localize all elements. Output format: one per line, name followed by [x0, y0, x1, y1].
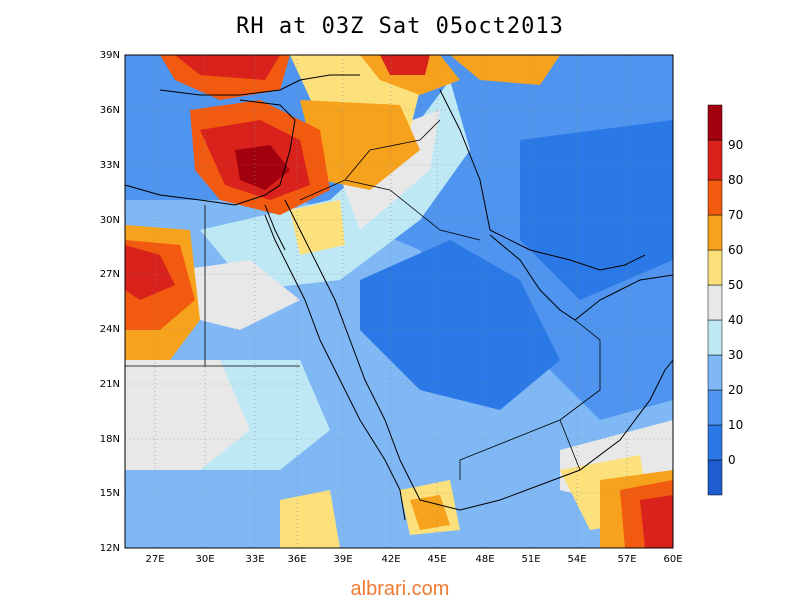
- colorbar-segment-top: [707, 104, 723, 141]
- colorbar-label-50: 50: [728, 278, 743, 292]
- colorbar-segment-90: [707, 139, 723, 181]
- lat-tick-39n: 39N: [100, 50, 120, 61]
- colorbar-segment-70: [707, 214, 723, 251]
- grid-lines: [125, 55, 673, 548]
- lat-tick-27n: 27N: [100, 269, 120, 280]
- lat-tick-33n: 33N: [100, 160, 120, 171]
- colorbar-segment-40: [707, 319, 723, 356]
- colorbar-label-80: 80: [728, 173, 743, 187]
- lat-tick-21n: 21N: [100, 379, 120, 390]
- colorbar-label-90: 90: [728, 138, 743, 152]
- lon-tick-36e: 36E: [287, 554, 306, 565]
- lon-tick-45e: 45E: [427, 554, 446, 565]
- lon-tick-51e: 51E: [521, 554, 540, 565]
- lon-labels: 27E 30E 33E 36E 39E 42E 45E 48E 51E 54E …: [145, 554, 682, 565]
- lon-tick-48e: 48E: [475, 554, 494, 565]
- lat-tick-18n: 18N: [100, 434, 120, 445]
- lon-tick-42e: 42E: [381, 554, 400, 565]
- colorbar-segment-0: [707, 459, 723, 496]
- lon-tick-60e: 60E: [663, 554, 682, 565]
- colorbar-segment-20: [707, 389, 723, 426]
- rh-field: [125, 55, 673, 548]
- colorbar-label-0: 0: [728, 453, 736, 467]
- coastlines: [125, 74, 673, 521]
- colorbar-label-40: 40: [728, 313, 743, 327]
- colorbar-label-10: 10: [728, 418, 743, 432]
- colorbar-segment-50: [707, 284, 723, 321]
- lon-tick-54e: 54E: [567, 554, 586, 565]
- lat-tick-30n: 30N: [100, 215, 120, 226]
- lon-tick-39e: 39E: [333, 554, 352, 565]
- lat-tick-12n: 12N: [100, 543, 120, 554]
- lon-tick-30e: 30E: [195, 554, 214, 565]
- colorbar-label-20: 20: [728, 383, 743, 397]
- map-frame: [124, 54, 674, 549]
- lon-tick-57e: 57E: [617, 554, 636, 565]
- lat-tick-36n: 36N: [100, 105, 120, 116]
- colorbar-label-60: 60: [728, 243, 743, 257]
- colorbar-label-70: 70: [728, 208, 743, 222]
- lon-tick-33e: 33E: [245, 554, 264, 565]
- colorbar: 0 10 20 30 40 50 60 70 80 90: [707, 104, 743, 496]
- colorbar-segment-30: [707, 354, 723, 391]
- colorbar-segment-10: [707, 424, 723, 461]
- map-title: RH at 03Z Sat 05oct2013: [236, 14, 564, 39]
- lat-tick-24n: 24N: [100, 324, 120, 335]
- lat-labels: 39N 36N 33N 30N 27N 24N 21N 18N 15N 12N: [100, 50, 120, 554]
- site-watermark: albrari.com: [350, 578, 450, 600]
- colorbar-label-30: 30: [728, 348, 743, 362]
- lon-tick-27e: 27E: [145, 554, 164, 565]
- borders: [125, 119, 601, 480]
- colorbar-segment-80: [707, 179, 723, 216]
- colorbar-segment-60: [707, 249, 723, 286]
- lat-tick-15n: 15N: [100, 488, 120, 499]
